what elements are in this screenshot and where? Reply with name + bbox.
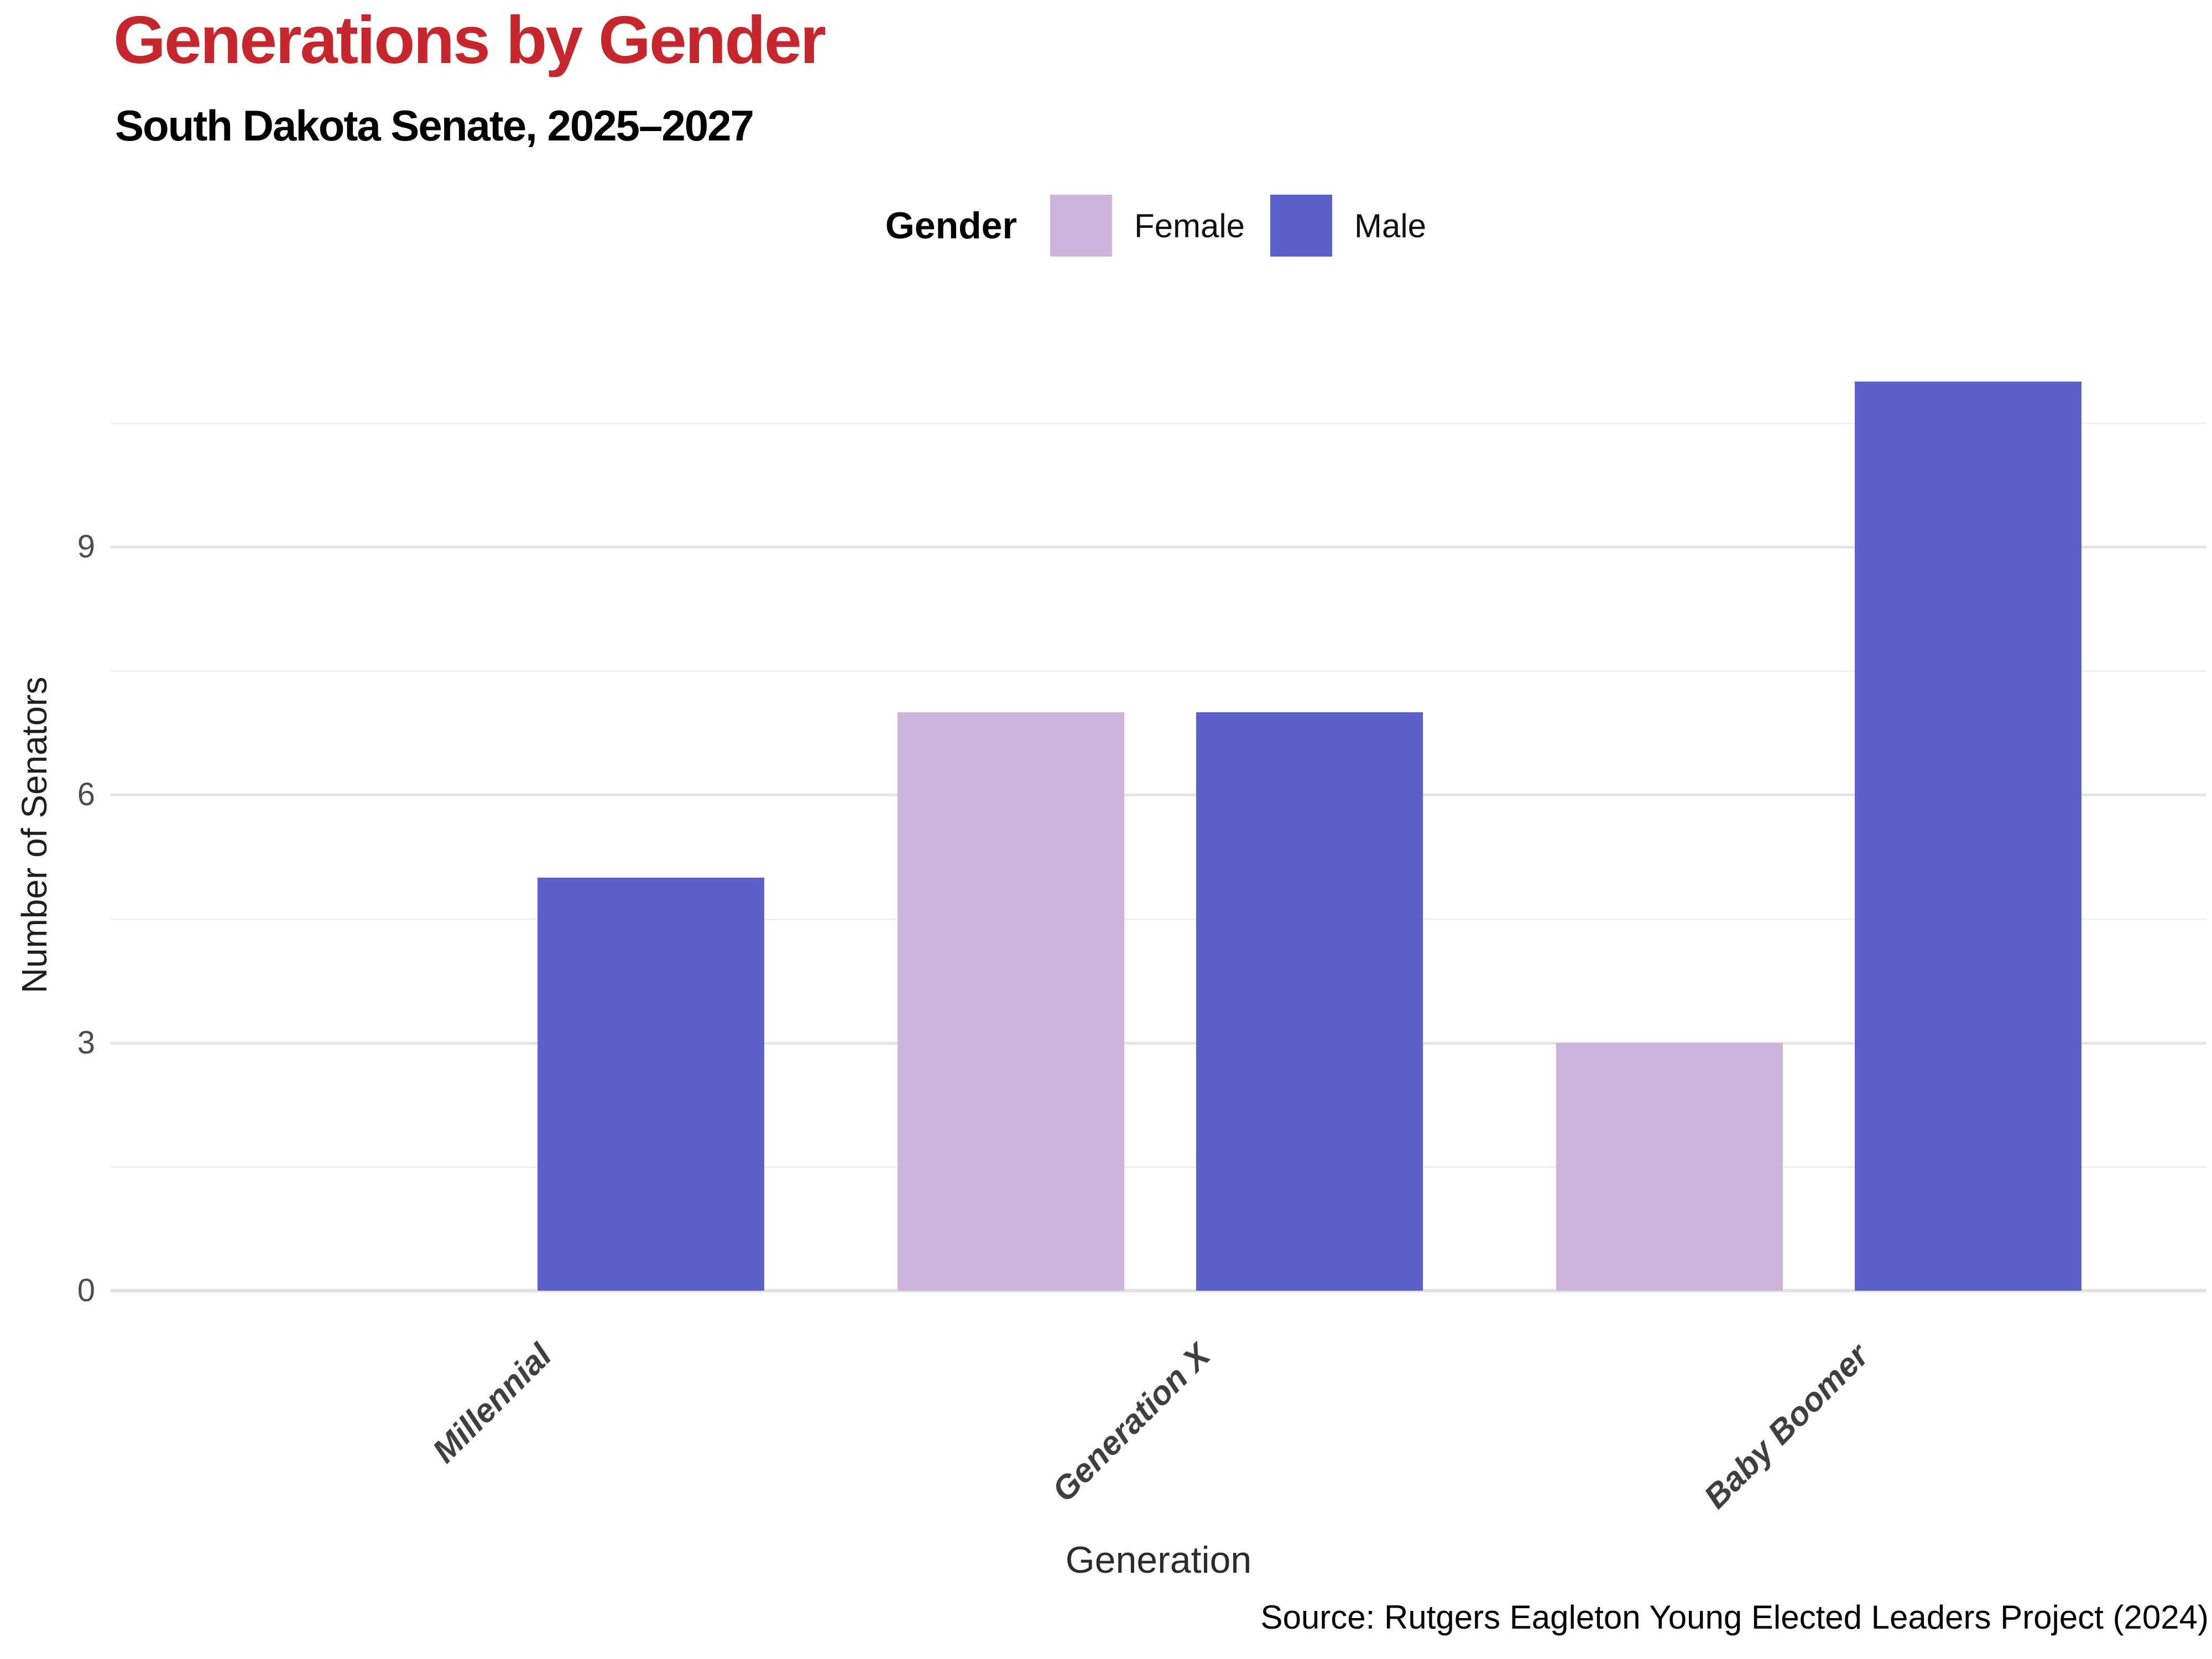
legend-item-female: Female <box>1050 195 1245 257</box>
gridline-minor <box>111 918 2206 920</box>
x-tick-label: Baby Boomer <box>1697 1337 1876 1516</box>
legend-label-male: Male <box>1354 207 1427 244</box>
y-axis-title: Number of Senators <box>14 676 54 994</box>
chart-subtitle: South Dakota Senate, 2025–2027 <box>115 101 754 150</box>
x-tick-label: Millennial <box>425 1337 559 1470</box>
x-axis-title: Generation <box>1065 1539 1252 1581</box>
bar-female-generation-x <box>898 712 1124 1291</box>
y-tick-label: 3 <box>77 1024 95 1061</box>
gridline-major <box>111 546 2206 549</box>
source-note: Source: Rutgers Eagleton Young Elected L… <box>1260 1599 2209 1636</box>
legend-item-male: Male <box>1270 195 1426 257</box>
gridline-minor <box>111 422 2206 424</box>
male-swatch <box>1270 195 1333 257</box>
y-tick-label: 9 <box>77 529 95 565</box>
bar-male-generation-x <box>1196 712 1423 1291</box>
x-axis-line <box>111 1289 2206 1292</box>
chart-title: Generations by Gender <box>113 2 826 77</box>
gridline-minor <box>111 1166 2206 1168</box>
legend: Gender Female Male <box>885 192 1426 259</box>
bar-male-millennial <box>538 877 764 1291</box>
y-tick-label: 6 <box>77 776 95 813</box>
gridline-major <box>111 794 2206 797</box>
x-tick-label: Generation X <box>1045 1337 1217 1509</box>
gridline-minor <box>111 670 2206 672</box>
plot-panel <box>111 336 2206 1292</box>
legend-title: Gender <box>885 205 1017 247</box>
legend-label-female: Female <box>1134 207 1245 244</box>
bar-male-baby-boomer <box>1855 382 2081 1291</box>
female-swatch <box>1050 195 1112 257</box>
gridline-major <box>111 1041 2206 1045</box>
bar-female-baby-boomer <box>1556 1042 1783 1291</box>
y-tick-label: 0 <box>77 1272 95 1308</box>
